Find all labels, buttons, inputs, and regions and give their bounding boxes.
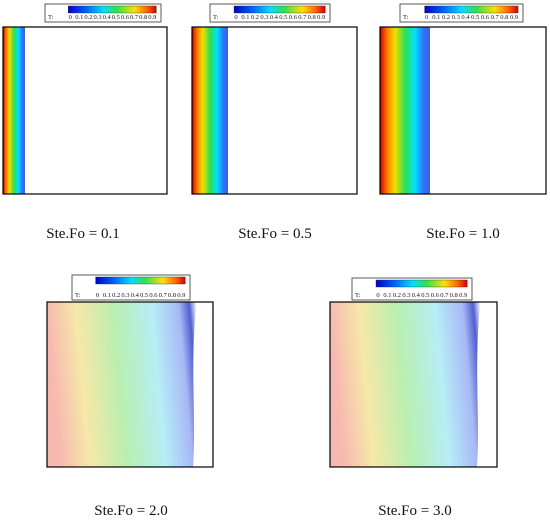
colorbar-gradient xyxy=(375,279,468,288)
colorbar-tick: 0 xyxy=(376,292,379,299)
colorbar-tick: 0.1 xyxy=(75,14,83,21)
plot-frame xyxy=(46,301,214,468)
panel-caption: Ste.Fo = 3.0 xyxy=(378,503,451,519)
colorbar-tick: 0.6 xyxy=(149,292,158,299)
colorbar-tick: 0.7 xyxy=(159,292,168,299)
colorbar-tick: 0.3 xyxy=(402,292,410,299)
temperature-field xyxy=(330,302,481,467)
colorbar-tick: 0 xyxy=(425,14,428,21)
colorbar-tick: 0.5 xyxy=(471,14,479,21)
panel-caption: Ste.Fo = 0.1 xyxy=(46,226,119,242)
colorbar-gradient xyxy=(233,5,326,14)
colorbar-tick: 0.8 xyxy=(500,14,508,21)
colorbar-tick: 0.5 xyxy=(140,292,148,299)
colorbar-tick: 0.7 xyxy=(130,14,139,21)
colorbar-gradient xyxy=(67,5,157,14)
colorbar-label: T: xyxy=(75,292,81,299)
colorbar-tick: 0 xyxy=(69,14,72,21)
colorbar-label: T: xyxy=(403,14,409,21)
colorbar-gradient xyxy=(424,5,519,14)
colorbar-tick: 0.2 xyxy=(393,292,401,299)
plot-frame xyxy=(191,26,358,195)
colorbar-tick: 0.7 xyxy=(491,14,500,21)
colorbar-tick: 0.3 xyxy=(260,14,268,21)
colorbar-tick: 0.7 xyxy=(298,14,307,21)
colorbar-tick: 0.5 xyxy=(421,292,429,299)
colorbar-tick: 0.8 xyxy=(450,292,458,299)
colorbar-tick: 0.4 xyxy=(131,292,140,299)
colorbar-tick: 0.2 xyxy=(251,14,259,21)
colorbar-tick: 0.2 xyxy=(112,292,120,299)
colorbar-tick: 0.5 xyxy=(112,14,120,21)
colorbar-tick: 0.6 xyxy=(289,14,298,21)
colorbar-tick: 0 xyxy=(234,14,237,21)
colorbar-tick: 0.9 xyxy=(317,14,325,21)
plot-frame xyxy=(379,26,547,195)
colorbar-tick: 0.3 xyxy=(94,14,102,21)
colorbar-label: T: xyxy=(213,14,219,21)
colorbar-tick: 0 xyxy=(96,292,99,299)
colorbar-tick: 0.8 xyxy=(139,14,147,21)
colorbar-tick: 0.3 xyxy=(452,14,460,21)
colorbar-tick: 0.6 xyxy=(481,14,490,21)
temperature-field xyxy=(192,27,228,194)
colorbar-tick: 0.1 xyxy=(103,292,111,299)
colorbar-tick: 0.8 xyxy=(168,292,176,299)
colorbar-tick: 0.1 xyxy=(432,14,440,21)
colorbar-tick: 0.4 xyxy=(461,14,470,21)
panel-caption: Ste.Fo = 1.0 xyxy=(426,226,499,242)
temperature-field xyxy=(47,302,197,467)
plot-frame xyxy=(2,26,168,195)
plot-frame xyxy=(329,301,498,468)
temperature-field xyxy=(3,27,25,194)
colorbar-tick: 0.6 xyxy=(121,14,130,21)
colorbar-tick: 0.9 xyxy=(177,292,185,299)
colorbar-tick: 0.1 xyxy=(383,292,391,299)
colorbar-tick: 0.3 xyxy=(121,292,129,299)
colorbar-tick: 0.4 xyxy=(412,292,421,299)
panel-caption: Ste.Fo = 0.5 xyxy=(238,226,311,242)
colorbar-tick: 0.1 xyxy=(241,14,249,21)
colorbar-gradient xyxy=(95,276,186,285)
colorbar-tick: 0.9 xyxy=(459,292,467,299)
temperature-field xyxy=(380,27,430,194)
panel-caption: Ste.Fo = 2.0 xyxy=(94,503,167,519)
colorbar-label: T: xyxy=(355,292,361,299)
colorbar-tick: 0.8 xyxy=(308,14,316,21)
colorbar-tick: 0.9 xyxy=(148,14,156,21)
colorbar-tick: 0.9 xyxy=(510,14,518,21)
colorbar-tick: 0.4 xyxy=(103,14,112,21)
colorbar-tick: 0.7 xyxy=(440,292,449,299)
colorbar-tick: 0.5 xyxy=(279,14,287,21)
colorbar-tick: 0.2 xyxy=(84,14,92,21)
colorbar-tick: 0.4 xyxy=(270,14,279,21)
colorbar-tick: 0.2 xyxy=(442,14,450,21)
colorbar-label: T: xyxy=(48,14,54,21)
colorbar-tick: 0.6 xyxy=(431,292,440,299)
